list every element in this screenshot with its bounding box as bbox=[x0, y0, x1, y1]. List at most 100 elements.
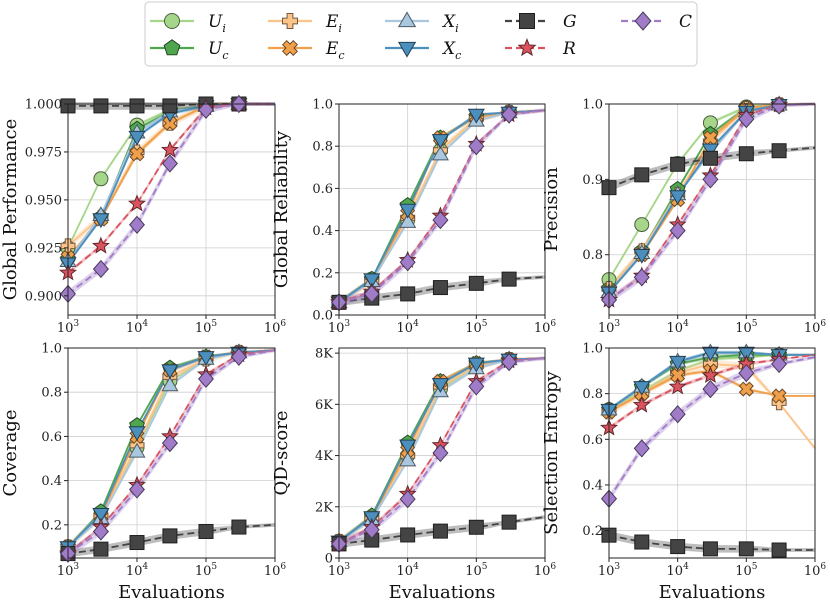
point-C bbox=[399, 253, 416, 272]
point-Xc bbox=[633, 249, 651, 264]
point-Xc bbox=[701, 143, 719, 159]
point-G bbox=[93, 541, 109, 557]
markers bbox=[599, 343, 789, 558]
x-tick-label: 106 bbox=[804, 562, 827, 579]
chart-panel-6: 103 104 105 106 0.2 0.4 0.6 0.8 1.0 Selection Ent… bbox=[541, 342, 826, 604]
legend-label-Uc: Uc bbox=[208, 39, 229, 62]
legend-label-R: R bbox=[562, 39, 576, 59]
legend-label-Ei: Ei bbox=[325, 12, 342, 35]
x-tick-label: 106 bbox=[804, 319, 827, 336]
chart-panel-1: 103 104 105 106 0.900 0.925 0.950 0.975 1.000 Glo… bbox=[0, 94, 287, 336]
band-C bbox=[68, 348, 275, 558]
x-tick-label: 104 bbox=[667, 319, 690, 336]
point-C bbox=[633, 268, 650, 287]
point-Ui bbox=[93, 171, 109, 187]
y-tick-label: 6K bbox=[315, 398, 333, 413]
point-Xc bbox=[669, 355, 687, 371]
legend-marker-Ei-icon bbox=[282, 13, 298, 29]
x-tick-label: 103 bbox=[598, 319, 621, 336]
point-R bbox=[92, 236, 110, 254]
y-tick-label: 0.6 bbox=[41, 430, 62, 445]
y-tick-label: 0.8 bbox=[582, 248, 603, 263]
legend-entry-Xi: Xi bbox=[385, 11, 459, 35]
point-G bbox=[162, 98, 178, 114]
point-Xc bbox=[431, 378, 449, 393]
point-G bbox=[432, 280, 448, 296]
y-tick-label: 1.0 bbox=[312, 98, 333, 113]
y-tick-label: 0.950 bbox=[25, 193, 62, 208]
point-Ec bbox=[129, 146, 145, 162]
legend-marker-Xc-icon bbox=[397, 41, 417, 58]
point-G bbox=[670, 156, 686, 172]
point-C bbox=[198, 369, 214, 389]
legend-marker-Ec-icon bbox=[281, 39, 299, 57]
band-G bbox=[68, 523, 275, 558]
point-G bbox=[198, 523, 214, 539]
point-C bbox=[363, 284, 380, 304]
point-C bbox=[501, 352, 518, 372]
legend-entry-Ei: Ei bbox=[268, 12, 342, 35]
point-C bbox=[771, 96, 788, 115]
x-tick-label: 104 bbox=[397, 319, 420, 336]
legend-label-Ec: Ec bbox=[325, 39, 345, 62]
point-C bbox=[468, 137, 485, 156]
axes-frame bbox=[67, 103, 276, 316]
point-Xc bbox=[363, 273, 381, 289]
legend-marker-Ui-icon bbox=[164, 13, 180, 29]
band-Xc bbox=[339, 357, 545, 544]
y-tick-label: 0.6 bbox=[312, 182, 333, 197]
point-Xc bbox=[701, 346, 719, 362]
y-axis-label: Global Performance bbox=[0, 119, 21, 301]
point-G bbox=[634, 167, 650, 183]
x-tick-label: 104 bbox=[126, 319, 149, 336]
point-Xi bbox=[399, 451, 417, 467]
x-tick-label: 105 bbox=[195, 562, 218, 579]
point-Xc bbox=[92, 213, 110, 229]
point-G bbox=[634, 534, 650, 550]
legend-marker-R-icon bbox=[517, 38, 537, 57]
y-tick-label: 0.2 bbox=[582, 524, 603, 539]
legend-marker-G-icon bbox=[519, 13, 535, 29]
point-G bbox=[129, 535, 145, 551]
point-Xc bbox=[669, 190, 687, 205]
x-tick-label: 105 bbox=[735, 562, 758, 579]
point-Ec bbox=[738, 381, 754, 397]
y-tick-label: 0.8 bbox=[41, 386, 62, 401]
point-C bbox=[92, 522, 109, 541]
y-tick-label: 0.900 bbox=[25, 289, 62, 304]
legend-entry-Xc: Xc bbox=[385, 39, 461, 62]
point-G bbox=[93, 98, 109, 114]
y-axis-label: QD-score bbox=[271, 410, 292, 495]
series-R bbox=[68, 103, 275, 275]
point-C bbox=[738, 109, 755, 129]
x-axis-label: Evaluations bbox=[659, 582, 766, 603]
y-tick-label: 0.4 bbox=[582, 478, 603, 493]
point-Xi bbox=[399, 213, 417, 228]
y-tick-label: 0.975 bbox=[25, 145, 62, 160]
x-tick-label: 105 bbox=[465, 562, 488, 579]
legend-label-C: C bbox=[679, 12, 692, 32]
y-axis-label: Global Reliability bbox=[271, 130, 292, 288]
markers bbox=[329, 350, 519, 554]
x-axis-label: Evaluations bbox=[118, 582, 225, 603]
point-G bbox=[771, 542, 787, 558]
x-tick-label: 103 bbox=[57, 562, 80, 579]
legend-entry-C: C bbox=[621, 11, 692, 32]
point-Xc bbox=[92, 508, 110, 523]
y-tick-label: 1.0 bbox=[582, 98, 603, 113]
point-Ec bbox=[771, 388, 787, 404]
y-tick-label: 1.0 bbox=[41, 342, 62, 357]
point-G bbox=[702, 541, 718, 557]
point-C bbox=[669, 405, 686, 424]
chart-panel-5: 103 104 105 106 0 2K 4K 6K 8K QD-score Evaluations bbox=[271, 347, 556, 603]
x-tick-label: 106 bbox=[264, 319, 287, 336]
point-R bbox=[161, 140, 179, 158]
y-tick-label: 0 bbox=[325, 552, 333, 567]
legend-entry-Ec: Ec bbox=[268, 39, 345, 62]
chart-panels: 103 104 105 106 0.900 0.925 0.950 0.975 1.000 Glo… bbox=[0, 94, 827, 604]
point-Ui bbox=[634, 217, 650, 233]
point-C bbox=[129, 215, 145, 234]
point-G bbox=[162, 528, 178, 544]
x-axis-label: Evaluations bbox=[389, 582, 496, 603]
